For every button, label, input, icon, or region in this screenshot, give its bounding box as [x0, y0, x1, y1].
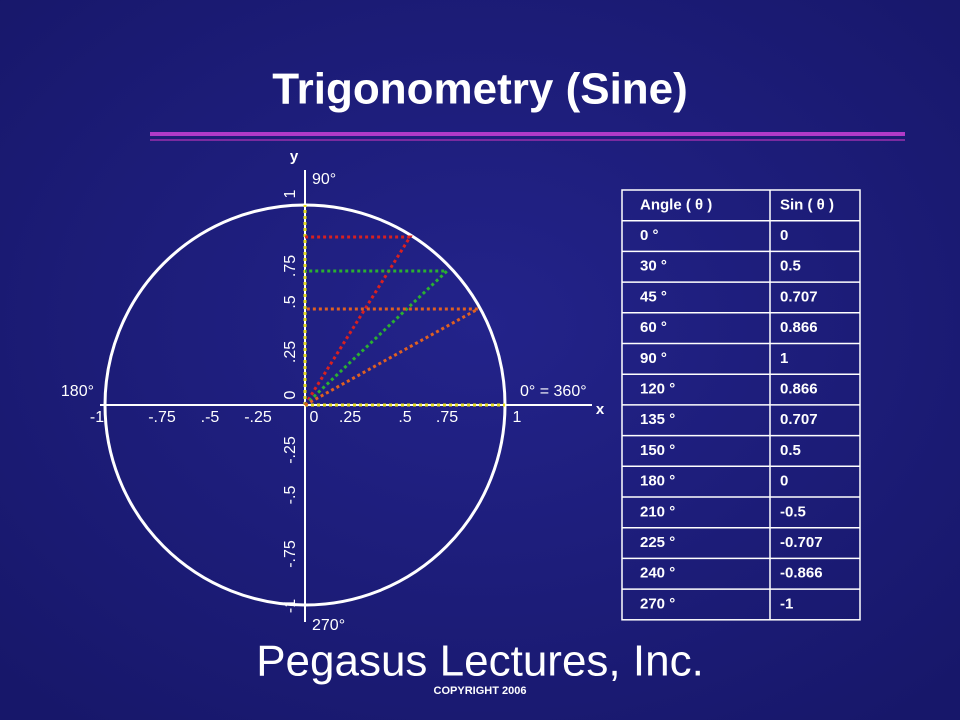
table-cell: 0: [780, 227, 788, 244]
table-cell: 0: [780, 473, 788, 490]
table-cell: -1: [780, 595, 793, 612]
table-cell: 150 °: [640, 442, 675, 459]
x-tick-label: .5: [398, 409, 411, 426]
angle-30-lines: [304, 307, 484, 407]
x-tick-label: -.75: [148, 409, 176, 426]
unit-circle-diagram: y x 90° 180° 0° = 360° 270° -1 -.75 .-5 -.2…: [61, 148, 605, 634]
table-cell: 120 °: [640, 381, 675, 398]
company-name: Pegasus Lectures, Inc.: [256, 637, 704, 686]
table-cell: 210 °: [640, 503, 675, 520]
angle-label: 0° = 360°: [520, 383, 587, 400]
copyright: COPYRIGHT 2006: [434, 685, 527, 697]
angle-45-lines: [303, 269, 451, 407]
x-tick-label: .75: [436, 409, 458, 426]
table-header: Sin ( θ ): [780, 196, 834, 213]
table-cell: 0.707: [780, 411, 818, 428]
angle-label: 90°: [312, 171, 336, 188]
y-tick-label: .5: [282, 295, 299, 308]
table-cell: 0.707: [780, 288, 818, 305]
x-axis-label: x: [596, 401, 605, 418]
title: Trigonometry (Sine): [272, 65, 688, 114]
table-cell: 0.866: [780, 381, 818, 398]
table-cell: 240 °: [640, 565, 675, 582]
table-cell: -0.707: [780, 534, 823, 551]
y-axis-label: y: [290, 148, 299, 165]
x-tick-label: -1: [90, 409, 104, 426]
y-tick-label: 0: [282, 390, 299, 399]
sine-table: Angle ( θ ) Sin ( θ ) 0 ° 0 30 ° 0.5 45 ° 0.707…: [621, 189, 861, 621]
table-cell: 1: [780, 350, 788, 367]
table-cell: 90 °: [640, 350, 667, 367]
table-cell: 30 °: [640, 258, 667, 275]
x-tick-label: 0: [310, 409, 319, 426]
x-tick-label: .25: [339, 409, 361, 426]
table-cell: 0.5: [780, 442, 801, 459]
table-header: Angle ( θ ): [640, 196, 712, 213]
table-cell: 0.5: [780, 258, 801, 275]
table-cell: -0.866: [780, 565, 823, 582]
table-cell: 0 °: [640, 227, 659, 244]
y-tick-label: .25: [282, 341, 299, 363]
angle-60-lines: [303, 235, 413, 406]
table-cell: 135 °: [640, 411, 675, 428]
y-tick-label: 1: [282, 189, 299, 198]
x-tick-label: 1: [513, 409, 522, 426]
angle-label: 270°: [312, 617, 345, 634]
y-tick-label: -1: [282, 599, 299, 613]
angle-label: 180°: [61, 383, 94, 400]
y-tick-label: -.5: [282, 486, 299, 505]
y-tick-label: -.75: [282, 540, 299, 568]
table-cell: 225 °: [640, 534, 675, 551]
table-cell: 180 °: [640, 473, 675, 490]
table-cell: 270 °: [640, 595, 675, 612]
y-tick-label: .75: [282, 255, 299, 277]
x-tick-label: -.25: [244, 409, 272, 426]
table-cell: 45 °: [640, 288, 667, 305]
table-cell: 60 °: [640, 319, 667, 336]
y-tick-label: -.25: [282, 436, 299, 464]
table-cell: -0.5: [780, 503, 806, 520]
table-cell: 0.866: [780, 319, 818, 336]
x-tick-label: .-5: [201, 409, 220, 426]
